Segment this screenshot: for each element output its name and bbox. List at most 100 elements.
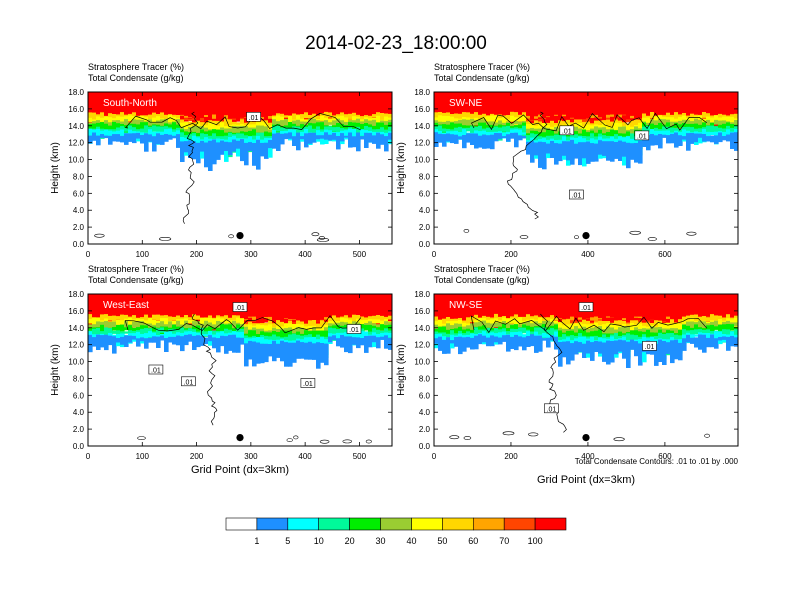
y-axis-label: Height (km) (396, 142, 407, 194)
panel-label: SW-NE (449, 98, 482, 109)
tracer-cell (224, 294, 229, 323)
tracer-cell (702, 134, 707, 142)
panel-label: South-North (103, 98, 157, 109)
tracer-cell (582, 336, 587, 350)
panel-title-line1: Stratosphere Tracer (%) (88, 62, 184, 72)
tracer-cell (156, 314, 161, 321)
tracer-cell (364, 336, 369, 353)
tracer-cell (698, 320, 703, 333)
tracer-cell (328, 92, 333, 123)
x-tick-label: 400 (298, 452, 312, 461)
contour-label-box (642, 341, 657, 351)
tracer-cell (554, 331, 559, 341)
tracer-cell (308, 125, 313, 139)
y-axis-label: Height (km) (50, 142, 61, 194)
tracer-cell (526, 118, 531, 123)
tracer-cell (690, 321, 695, 334)
tracer-cell (526, 141, 531, 155)
tracer-cell (502, 335, 507, 342)
tracer-cell (522, 135, 527, 139)
tracer-cell (526, 336, 531, 347)
tracer-cell (336, 317, 341, 322)
tracer-cell (498, 326, 503, 330)
colorbar-swatch (256, 517, 289, 531)
tracer-cell (682, 92, 687, 123)
tracer-cell (288, 115, 293, 125)
tracer-cell (474, 120, 479, 126)
colorbar-label: 70 (499, 536, 509, 546)
tracer-cell (502, 317, 507, 324)
tracer-cell (108, 320, 113, 322)
colorbar-swatch (411, 517, 443, 531)
tracer-cell (614, 340, 619, 355)
tracer-cell (304, 92, 309, 131)
tracer-cell (482, 335, 487, 343)
tracer-cell (320, 92, 325, 132)
tracer-cell (730, 124, 735, 129)
tracer-cell (646, 320, 651, 324)
tracer-cell (236, 92, 241, 122)
tracer-cell (610, 294, 615, 327)
tracer-cell (458, 136, 463, 140)
y-tick-label: 18.0 (414, 290, 430, 299)
tracer-cell (722, 92, 727, 127)
tracer-cell (690, 294, 695, 325)
tracer-cell (220, 335, 225, 347)
contour-label: .01 (235, 305, 245, 312)
tracer-cell (522, 316, 527, 322)
tracer-cell (304, 133, 309, 148)
tracer-cell (546, 116, 551, 118)
tracer-cell (220, 324, 225, 334)
tracer-cell (180, 336, 185, 352)
tracer-cell (710, 132, 715, 135)
tracer-cell (446, 323, 451, 331)
tracer-cell (634, 320, 639, 321)
tracer-cell (248, 294, 253, 325)
tracer-cell (260, 294, 265, 334)
tracer-cell (124, 331, 129, 334)
tracer-cell (88, 319, 93, 324)
tracer-cell (438, 326, 443, 338)
tracer-cell (622, 318, 627, 321)
tracer-cell (228, 317, 233, 323)
tracer-cell (458, 294, 463, 336)
tracer-cell (108, 335, 113, 346)
condensate-contour (311, 232, 320, 237)
tracer-cell (506, 334, 511, 352)
tracer-cell (482, 325, 487, 330)
tracer-cell (328, 323, 333, 327)
colorbar-label: 1 (254, 536, 259, 546)
tracer-cell (200, 294, 205, 332)
tracer-cell (626, 119, 631, 123)
tracer-cell (658, 134, 663, 149)
x-tick-label: 200 (504, 452, 518, 461)
tracer-cell (328, 321, 333, 324)
tracer-cell (92, 123, 97, 132)
tracer-cell (570, 139, 575, 165)
colorbar: 1 5 10 20 30 40 50 60 70 100 (225, 517, 567, 546)
tracer-cell (594, 294, 599, 332)
tracer-cell (380, 320, 385, 328)
tracer-cell (220, 331, 225, 339)
tracer-cell (558, 92, 563, 129)
tracer-cell (224, 319, 229, 325)
tracer-cell (462, 337, 467, 352)
tracer-cell (156, 328, 161, 337)
tracer-cell (116, 294, 121, 334)
tracer-cell (160, 92, 165, 127)
panel-title-line1: Stratosphere Tracer (%) (88, 264, 184, 274)
tracer-cell (630, 339, 635, 350)
tracer-cell (344, 294, 349, 330)
tracer-cell (96, 135, 101, 146)
tracer-cell (324, 92, 329, 126)
tracer-cell (184, 331, 189, 339)
colorbar-label: 20 (345, 536, 355, 546)
tracer-cell (256, 342, 261, 364)
condensate-contour (470, 315, 708, 334)
tracer-cell (646, 125, 651, 135)
tracer-cell (574, 143, 579, 159)
tracer-cell (510, 328, 515, 335)
tracer-cell (666, 316, 671, 319)
tracer-cell (702, 294, 707, 335)
